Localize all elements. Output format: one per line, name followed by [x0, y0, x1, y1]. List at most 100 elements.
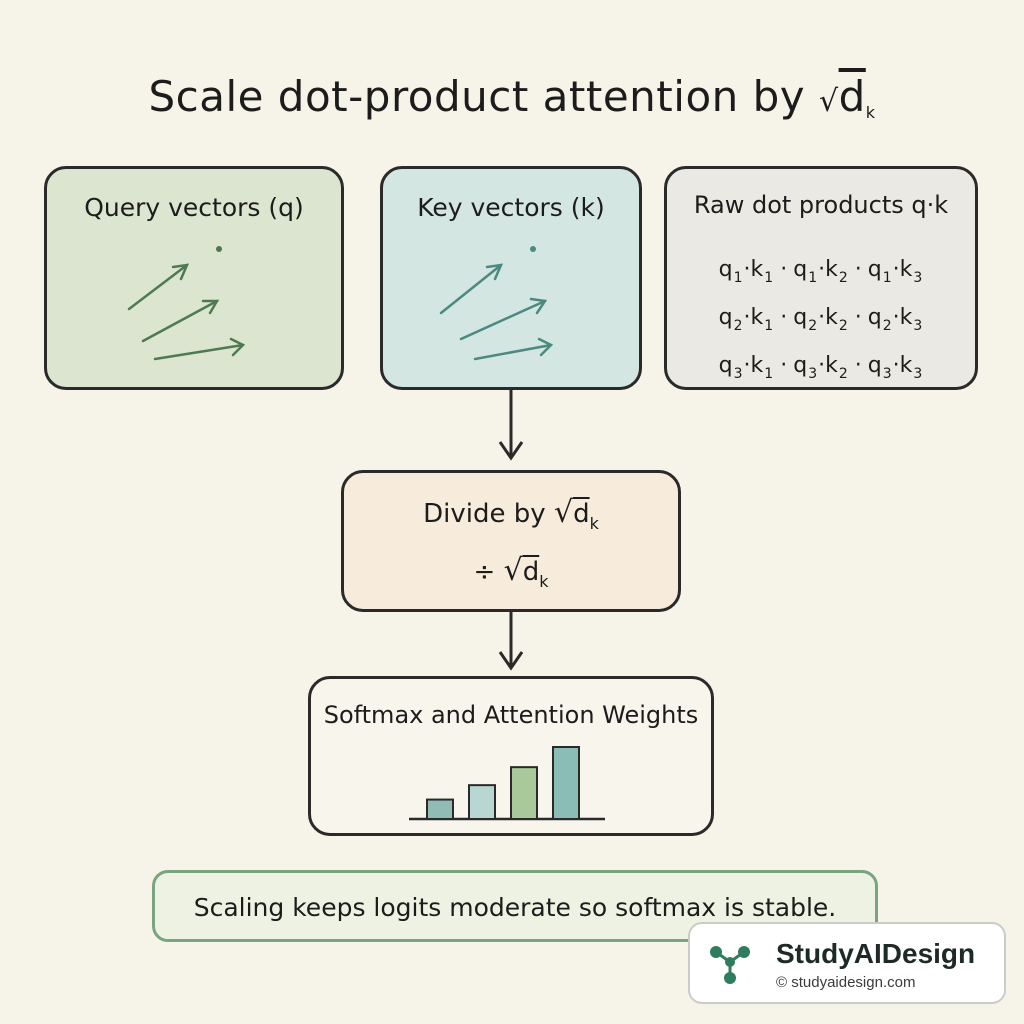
dot-product-row: q1·k1 · q1·k2 · q1·k3 — [667, 247, 975, 295]
divide-label: Divide by √dk — [423, 495, 599, 533]
query-vector-arrow-3 — [153, 337, 246, 361]
key-vectors-label: Key vectors (k) — [417, 193, 605, 222]
query-index: 3 — [733, 366, 743, 382]
key-index: 3 — [913, 366, 923, 382]
query-vector-arrow-2 — [141, 299, 220, 343]
dot-product-term: q3·k2 — [793, 353, 849, 382]
dot-product-term: q3·k3 — [868, 353, 924, 382]
softmax-attention-weights-box: Softmax and Attention Weights — [308, 676, 714, 836]
key-point — [530, 246, 536, 252]
key-index: 2 — [838, 318, 848, 334]
dot-operator: · — [743, 305, 751, 330]
query-symbol: q — [718, 257, 733, 282]
dot-product-term: q1·k1 — [718, 257, 775, 286]
brand-badge: StudyAIDesign © studyaidesign.com — [688, 922, 1006, 1004]
divide-formula-subscript: k — [539, 572, 549, 591]
divide-label-symbol: d — [573, 499, 590, 529]
divide-by-sqrt-dk-box: Divide by √dk ÷ √dk — [341, 470, 681, 612]
network-logo-icon — [710, 946, 750, 984]
dot-product-term: q2·k3 — [867, 305, 924, 334]
title-symbol: d — [838, 72, 866, 121]
divide-formula-symbol: d — [522, 557, 540, 587]
attention-weights-bar-chart — [409, 746, 605, 821]
key-symbol: k — [750, 353, 764, 378]
title-subscript: k — [865, 103, 876, 122]
key-symbol: k — [899, 353, 913, 378]
dot-operator: · — [818, 353, 826, 378]
key-symbol: k — [825, 353, 838, 378]
title-radical: √ — [818, 84, 839, 119]
key-index: 1 — [764, 318, 774, 334]
dot-operator: · — [892, 257, 900, 282]
divide-label-subscript: k — [589, 514, 599, 533]
attention-weight-bar-1 — [426, 798, 454, 820]
query-vectors-box: Query vectors (q) — [44, 166, 344, 390]
divide-label-radical: √ — [553, 495, 574, 530]
key-vectors-illustration — [439, 246, 554, 361]
term-separator: · — [780, 353, 788, 378]
key-symbol: k — [899, 305, 913, 330]
brand-name: StudyAIDesign — [776, 938, 976, 969]
term-separator: · — [854, 353, 862, 378]
query-point — [216, 246, 222, 252]
query-symbol: q — [718, 353, 733, 378]
diagram-title: Scale dot-product attention by √dk — [148, 72, 876, 122]
dot-operator: · — [818, 257, 826, 282]
divide-formula-radical: √ — [503, 553, 523, 588]
query-vectors-label: Query vectors (q) — [84, 193, 304, 222]
query-symbol: q — [793, 353, 808, 378]
query-index: 3 — [882, 366, 892, 382]
dot-product-term: q1·k3 — [867, 257, 924, 286]
scaling-note-text: Scaling keeps logits moderate so softmax… — [193, 893, 837, 922]
query-index: 1 — [733, 270, 743, 286]
dot-product-term: q2·k2 — [793, 305, 849, 334]
brand-url: © studyaidesign.com — [776, 974, 916, 991]
query-symbol: q — [793, 305, 808, 330]
key-index: 3 — [913, 318, 923, 334]
arrow-to-divide — [498, 390, 524, 461]
raw-dot-products-box: Raw dot products q·k q1·k1 · q1·k2 · q1·k3 q2… — [664, 166, 978, 390]
dot-operator: · — [743, 257, 751, 282]
raw-dot-products-label: Raw dot products q·k — [693, 191, 949, 219]
dot-product-term: q2·k1 — [718, 305, 775, 334]
key-index: 2 — [838, 270, 848, 286]
key-symbol: k — [825, 305, 838, 330]
divide-formula: ÷ √dk — [344, 553, 678, 591]
key-symbol: k — [750, 257, 764, 282]
divide-operator: ÷ — [473, 557, 496, 587]
query-symbol: q — [867, 257, 882, 282]
dot-operator: · — [743, 353, 751, 378]
query-symbol: q — [793, 257, 808, 282]
dot-product-row: q3·k1 · q3·k2 · q3·k3 — [667, 343, 975, 391]
term-separator: · — [780, 257, 788, 282]
query-symbol: q — [718, 305, 733, 330]
key-vector-arrow-1 — [439, 263, 504, 315]
key-index: 1 — [764, 366, 774, 382]
key-vectors-box: Key vectors (k) — [380, 166, 642, 390]
scaling-note-box: Scaling keeps logits moderate so softmax… — [152, 870, 878, 942]
dot-product-term: q1·k2 — [793, 257, 849, 286]
query-index: 1 — [882, 270, 892, 286]
query-symbol: q — [867, 305, 882, 330]
arrow-to-softmax — [498, 612, 524, 671]
key-index: 1 — [764, 270, 774, 286]
attention-weight-bar-4 — [552, 746, 580, 820]
key-symbol: k — [750, 305, 764, 330]
dot-product-matrix: q1·k1 · q1·k2 · q1·k3 q2·k1 · q2·k2 · q2·k3 q3·k1 ·… — [667, 247, 975, 391]
key-index: 3 — [913, 270, 923, 286]
query-vectors-illustration — [127, 246, 246, 361]
key-vector-arrow-3 — [473, 337, 554, 361]
dot-operator: · — [892, 353, 900, 378]
query-index: 2 — [733, 318, 743, 334]
query-index: 2 — [882, 318, 892, 334]
dot-product-term: q3·k1 — [718, 353, 775, 382]
key-symbol: k — [825, 257, 838, 282]
key-vector-arrow-2 — [459, 297, 548, 341]
dot-operator: · — [892, 305, 900, 330]
dot-operator: · — [818, 305, 826, 330]
query-index: 1 — [808, 270, 818, 286]
attention-weight-bar-2 — [468, 784, 496, 821]
query-index: 2 — [808, 318, 818, 334]
term-separator: · — [854, 305, 862, 330]
query-index: 3 — [808, 366, 818, 382]
